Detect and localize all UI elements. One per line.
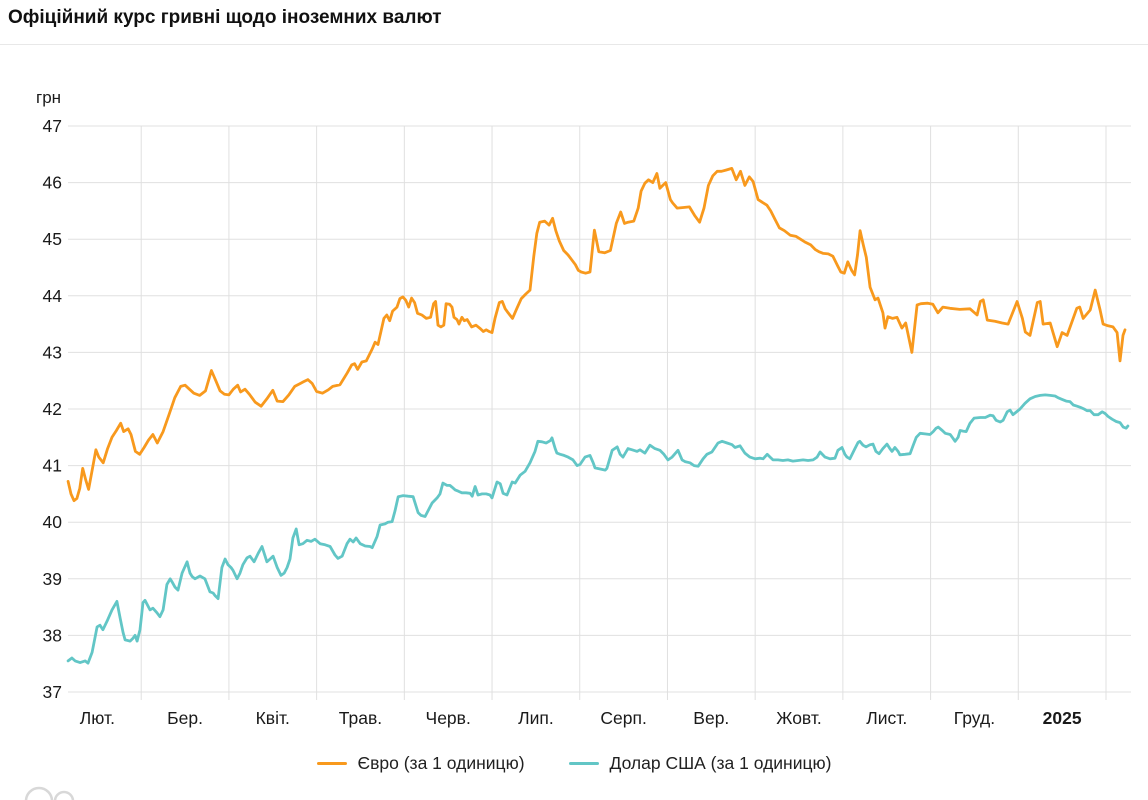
y-tick-label: 44 xyxy=(43,286,63,306)
series-line xyxy=(66,393,1130,665)
chart-legend: Євро (за 1 одиницю) Долар США (за 1 одини… xyxy=(0,753,1148,774)
y-tick-label: 47 xyxy=(43,116,62,136)
x-tick-label: 2025 xyxy=(1043,708,1082,728)
x-tick-label: Трав. xyxy=(339,708,382,728)
series-line xyxy=(66,166,1127,503)
y-tick-label: 38 xyxy=(43,625,62,645)
legend-swatch-icon xyxy=(316,762,347,765)
legend-swatch-icon xyxy=(568,762,599,765)
x-tick-label: Лист. xyxy=(866,708,907,728)
x-tick-label: Груд. xyxy=(954,708,995,728)
x-tick-label: Серп. xyxy=(600,708,646,728)
legend-label: Долар США (за 1 одиницю) xyxy=(609,753,832,773)
legend-label: Євро (за 1 одиницю) xyxy=(357,753,525,773)
amcharts-watermark-icon xyxy=(24,786,75,800)
page-title: Офіційний курс гривні щодо іноземних вал… xyxy=(8,7,442,28)
y-tick-label: 40 xyxy=(43,512,63,532)
y-axis-unit-label: грн xyxy=(36,88,61,107)
y-tick-label: 41 xyxy=(43,456,62,476)
y-tick-label: 42 xyxy=(43,399,62,419)
x-tick-label: Бер. xyxy=(167,708,203,728)
x-tick-label: Квіт. xyxy=(256,708,290,728)
legend-item-usd[interactable]: Долар США (за 1 одиницю) xyxy=(568,753,832,774)
x-tick-label: Лют. xyxy=(80,708,115,728)
x-tick-label: Вер. xyxy=(693,708,729,728)
y-tick-label: 37 xyxy=(43,682,62,702)
y-tick-label: 43 xyxy=(43,342,62,362)
legend-item-euro[interactable]: Євро (за 1 одиницю) xyxy=(316,753,525,774)
y-tick-label: 46 xyxy=(43,173,62,193)
title-divider xyxy=(0,44,1148,45)
y-tick-label: 45 xyxy=(43,229,62,249)
x-tick-label: Лип. xyxy=(518,708,554,728)
y-tick-label: 39 xyxy=(43,569,62,589)
x-tick-label: Жовт. xyxy=(776,708,822,728)
x-tick-label: Черв. xyxy=(426,708,471,728)
